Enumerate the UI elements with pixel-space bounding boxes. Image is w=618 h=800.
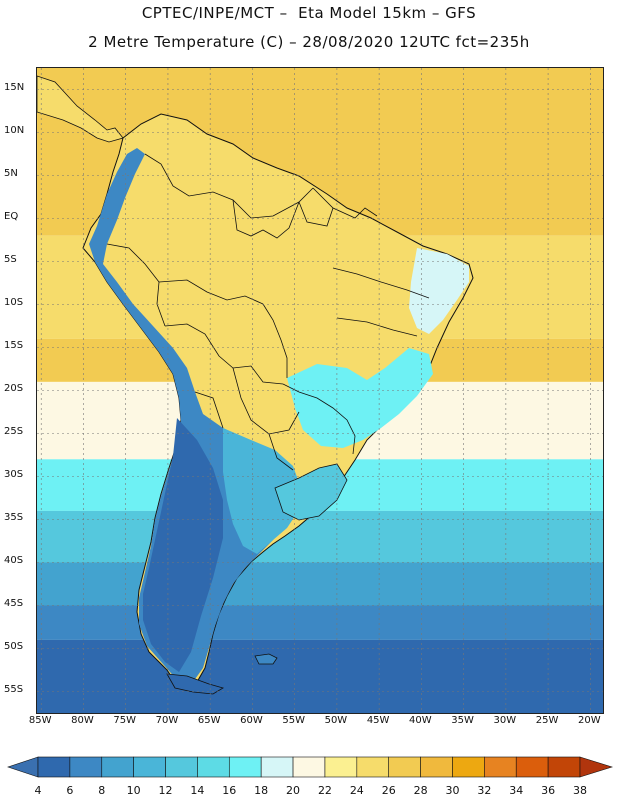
latitude-tick-label: 15S (4, 339, 24, 351)
colorbar-swatch (324, 756, 358, 778)
colorbar-tick-label: 24 (349, 784, 364, 797)
colorbar-min-arrow (7, 756, 39, 778)
colorbar-swatch (260, 756, 294, 778)
colorbar-swatch (420, 756, 453, 778)
colorbar-tick-label: 14 (190, 784, 205, 797)
colorbar-max-arrow (579, 756, 614, 778)
uruguay-region (274, 463, 348, 521)
colorbar-tick-label: 36 (541, 784, 556, 797)
colorbar-tick-label: 6 (66, 784, 74, 797)
longitude-tick-label: 60W (240, 715, 263, 726)
latitude-tick-label: 35S (4, 511, 24, 523)
colorbar-swatch (292, 756, 326, 778)
map-subtitle: 2 Metre Temperature (C) – 28/08/2020 12U… (88, 33, 530, 51)
longitude-tick-label: 80W (71, 715, 94, 726)
colorbar-swatch (133, 756, 166, 778)
country-borders (106, 153, 430, 471)
falkland-islands (254, 653, 278, 665)
colorbar-tick-label: 30 (445, 784, 460, 797)
longitude-tick-label: 85W (28, 715, 52, 726)
longitude-tick-label: 30W (493, 715, 517, 726)
longitude-tick-label: 40W (409, 715, 432, 726)
colorbar-tick-label: 38 (573, 784, 587, 797)
colorbar-swatch (484, 756, 517, 778)
latitude-tick-label: 20S (4, 382, 24, 394)
longitude-tick-label: 75W (113, 715, 136, 726)
colorbar-swatch (356, 756, 390, 778)
colorbar-swatch (388, 756, 421, 778)
longitude-tick-label: 20W (578, 715, 601, 726)
map-title: CPTEC/INPE/MCT – Eta Model 15km – GFS (141, 4, 477, 22)
colorbar-swatch (101, 756, 134, 778)
longitude-tick-label: 45W (366, 715, 390, 726)
latitude-tick-label: 5S (4, 253, 17, 265)
colorbar-swatch (515, 756, 549, 778)
latitude-tick-label: 45S (4, 597, 24, 609)
longitude-tick-label: 55W (282, 715, 305, 726)
colorbar-tick-label: 10 (126, 784, 141, 797)
colorbar-tick-label: 26 (381, 784, 396, 797)
land-temperature-layer (37, 75, 474, 695)
longitude-tick-label: 65W (197, 715, 221, 726)
latitude-tick-label: 25S (4, 425, 24, 437)
colorbar-tick-label: 34 (509, 784, 524, 797)
patagonia-deep-cold (143, 418, 223, 672)
colorbar-swatch (69, 756, 103, 778)
colorbar (7, 756, 614, 778)
tierra-del-fuego (166, 673, 224, 695)
colorbar-swatch (37, 756, 71, 778)
longitude-tick-label: 25W (535, 715, 559, 726)
colorbar-tick-label: 32 (477, 784, 492, 797)
colorbar-swatch (197, 756, 230, 778)
latitude-tick-label: 5N (4, 167, 18, 179)
south-brazil-cool (287, 348, 433, 448)
colorbar-tick-label: 16 (222, 784, 237, 797)
colorbar-swatch (452, 756, 485, 778)
latitude-tick-label: 40S (4, 554, 24, 566)
ocean-band (37, 510, 603, 563)
colorbar-tick-label: 22 (317, 784, 332, 797)
northeast-brazil-cool (409, 248, 469, 334)
latitude-tick-label: EQ (4, 210, 19, 222)
lat-lon-grid (37, 68, 603, 713)
latitude-tick-label: 55S (4, 683, 24, 695)
colorbar-tick-label: 28 (413, 784, 428, 797)
colorbar-tick-label: 20 (286, 784, 301, 797)
ocean-band (37, 605, 603, 640)
pampas-mid-temp (223, 428, 301, 554)
map-area (36, 67, 604, 714)
colorbar-swatch (165, 756, 198, 778)
colorbar-swatch (228, 756, 262, 778)
longitude-tick-label: 70W (155, 715, 179, 726)
latitude-tick-label: 15N (4, 81, 25, 93)
colorbar-tick-label: 8 (98, 784, 106, 797)
longitude-tick-label: 35W (451, 715, 474, 726)
latitude-tick-label: 50S (4, 640, 24, 652)
longitude-tick-label: 50W (324, 715, 348, 726)
colorbar-tick-label: 12 (158, 784, 173, 797)
colorbar-tick-label: 18 (254, 784, 269, 797)
colorbar-tick-label: 4 (34, 784, 42, 797)
temperature-map (37, 68, 603, 713)
ocean-band (37, 562, 603, 606)
latitude-tick-label: 10S (4, 296, 24, 308)
colorbar-swatch (547, 756, 581, 778)
latitude-tick-label: 10N (4, 124, 25, 136)
latitude-tick-label: 30S (4, 468, 24, 480)
ocean-band (37, 639, 603, 713)
